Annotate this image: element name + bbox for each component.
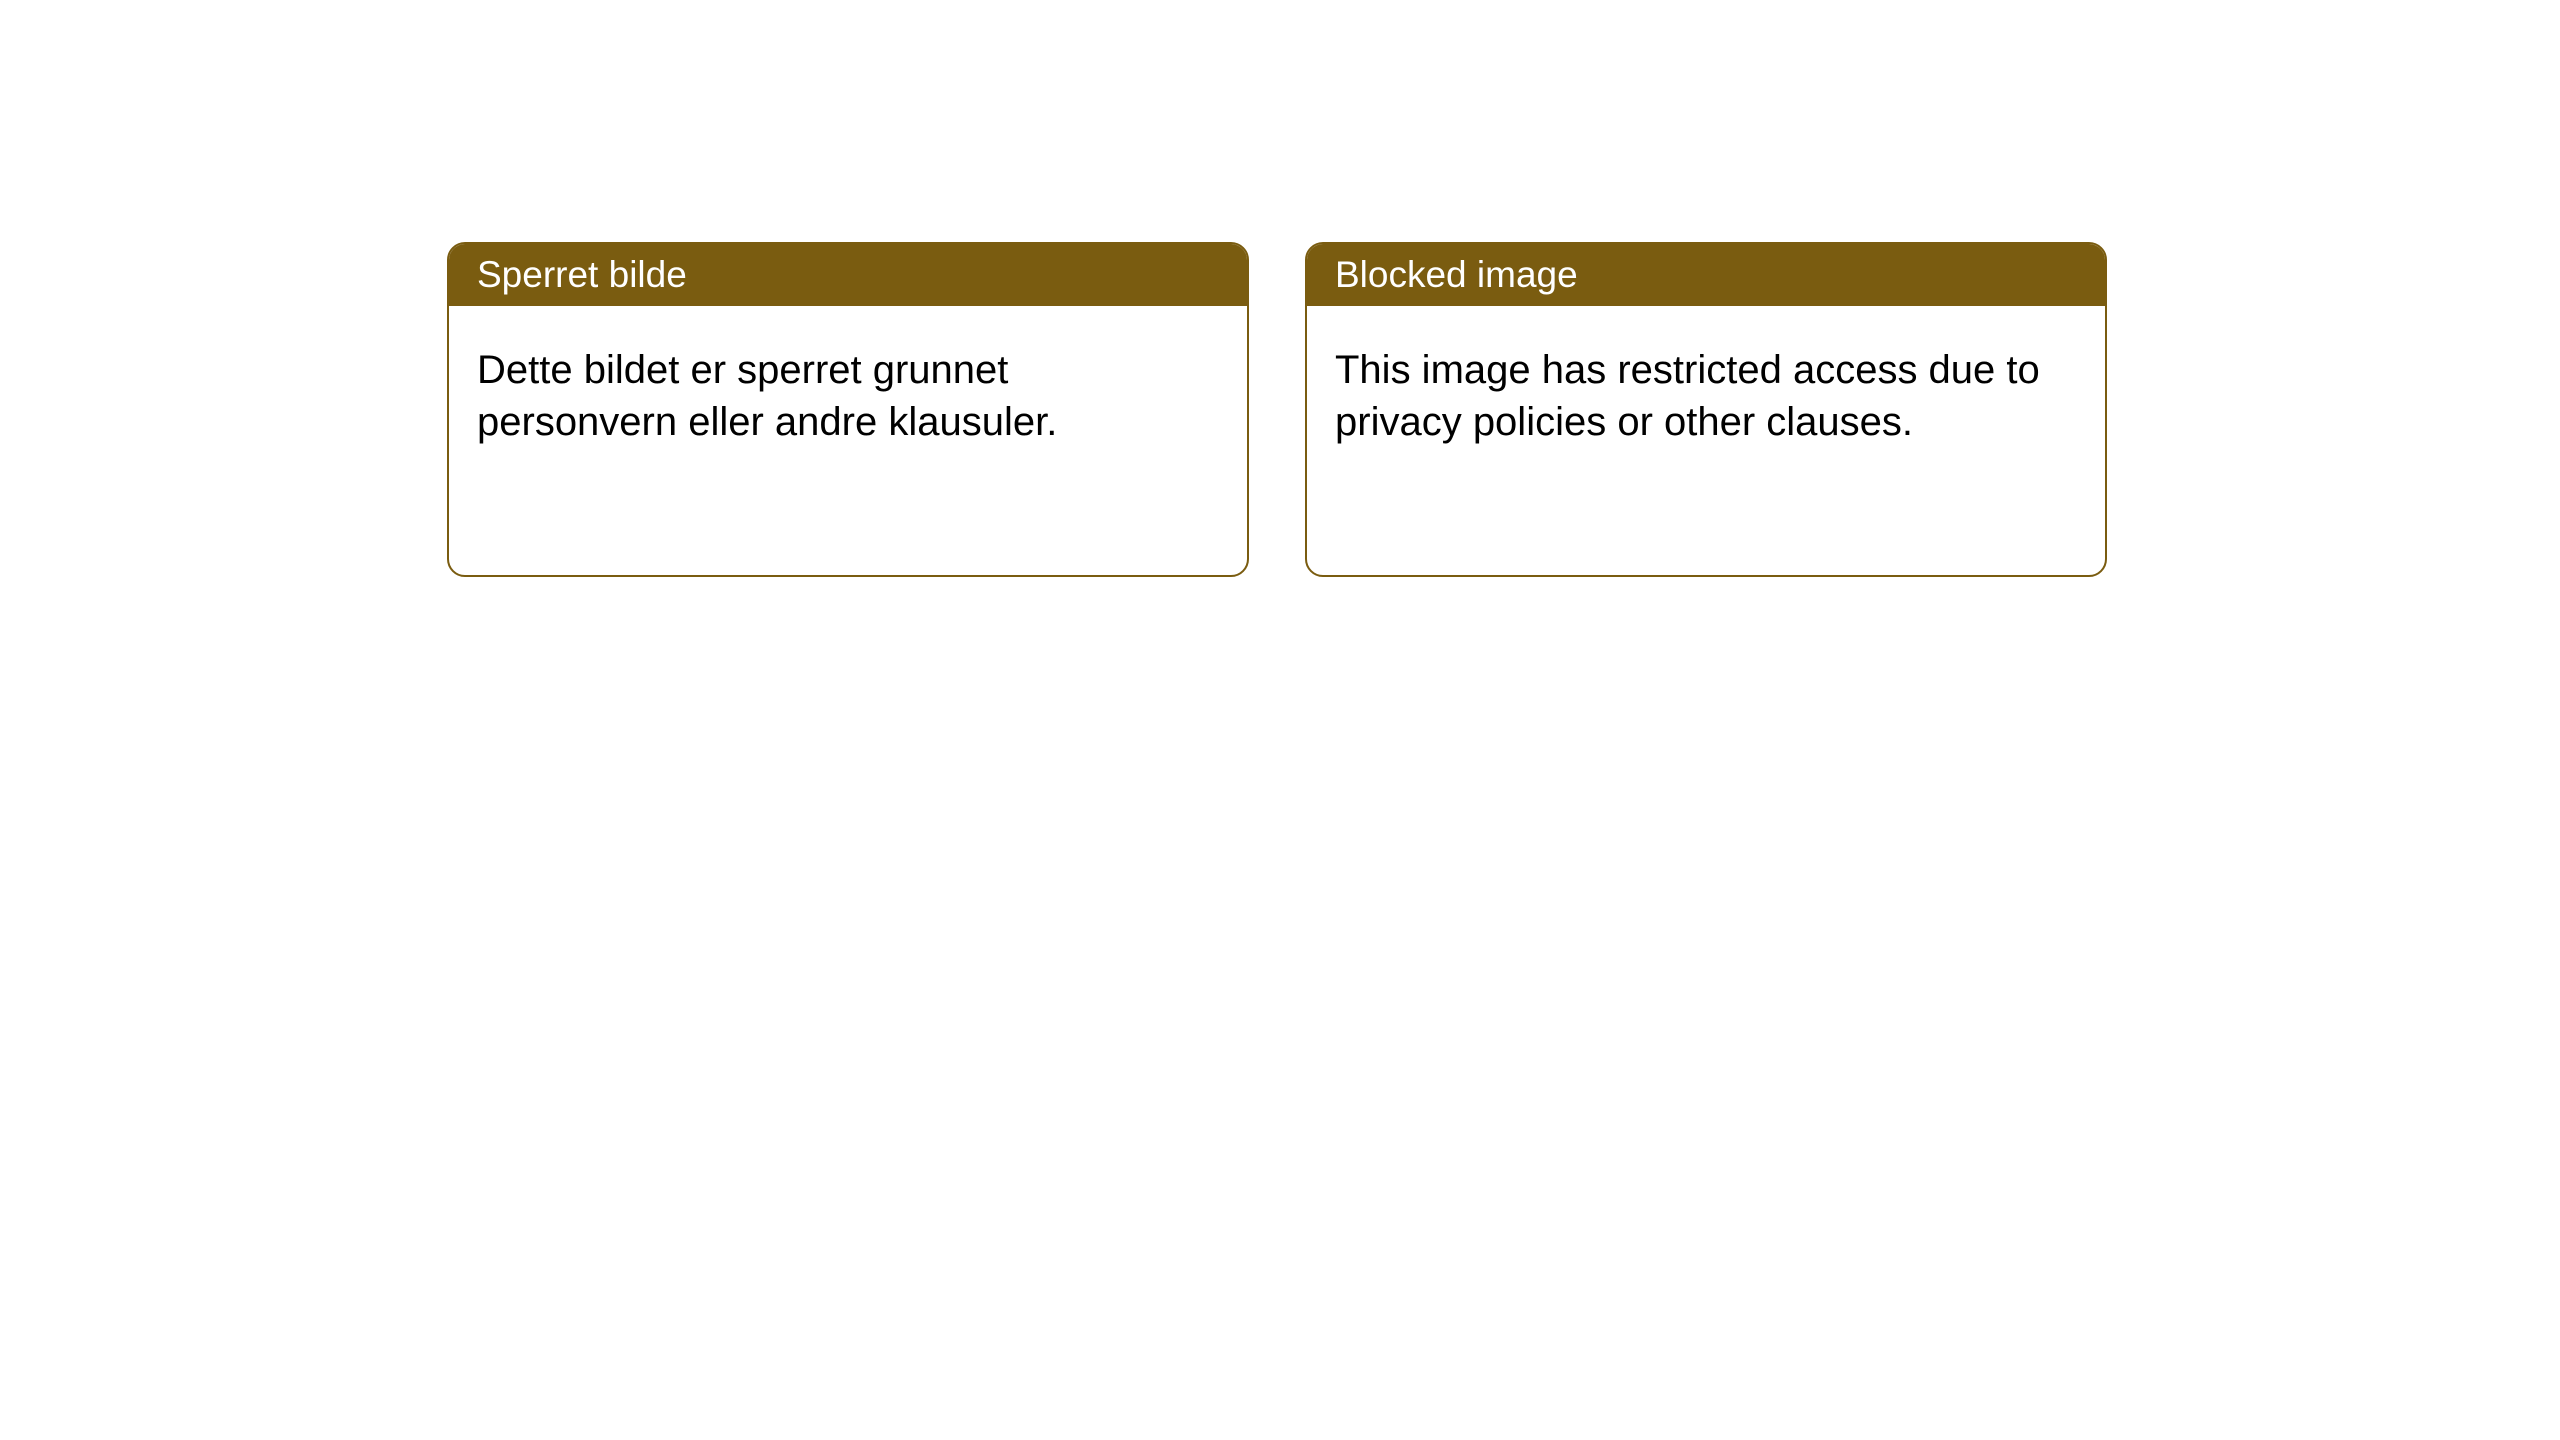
card-body-text: This image has restricted access due to … <box>1335 348 2040 444</box>
notice-container: Sperret bilde Dette bildet er sperret gr… <box>0 0 2560 577</box>
card-header: Blocked image <box>1307 244 2105 306</box>
card-body-text: Dette bildet er sperret grunnet personve… <box>477 348 1057 444</box>
card-title: Sperret bilde <box>477 254 687 295</box>
card-body: Dette bildet er sperret grunnet personve… <box>449 306 1247 486</box>
notice-card-norwegian: Sperret bilde Dette bildet er sperret gr… <box>447 242 1249 577</box>
card-title: Blocked image <box>1335 254 1578 295</box>
notice-card-english: Blocked image This image has restricted … <box>1305 242 2107 577</box>
card-header: Sperret bilde <box>449 244 1247 306</box>
card-body: This image has restricted access due to … <box>1307 306 2105 486</box>
